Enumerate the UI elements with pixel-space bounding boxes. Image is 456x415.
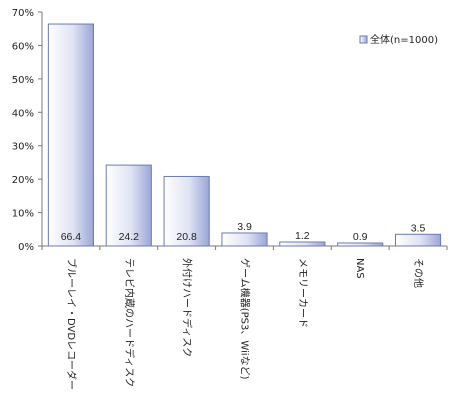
y-tick-label: 20% (12, 175, 34, 186)
data-label: 66.4 (61, 231, 82, 243)
category-label: 外付けハードディスク (181, 258, 194, 357)
bar (279, 241, 326, 247)
category-label: その他 (412, 258, 425, 288)
y-tick-label: 0% (18, 242, 34, 253)
category-label: メモリーカード (296, 258, 308, 328)
legend: 全体(n=1000) (359, 33, 438, 46)
data-labels: 66.4 24.2 20.8 3.9 1.2 0.9 3.5 (61, 221, 426, 243)
bar (163, 175, 210, 247)
data-label: 3.5 (411, 222, 426, 234)
data-label: 1.2 (295, 230, 310, 242)
data-label: 24.2 (119, 231, 140, 243)
bar (395, 233, 442, 247)
legend-swatch (359, 35, 368, 44)
data-label: 20.8 (176, 231, 197, 243)
category-labels: ブルーレイ・DVDレコーダー テレビ内蔵のハードディスク 外付けハードディスク ゲーム… (65, 258, 425, 390)
data-label: 0.9 (353, 231, 368, 243)
bar (337, 242, 384, 247)
y-tick-label: 60% (12, 41, 34, 52)
category-label: ブルーレイ・DVDレコーダー (65, 258, 78, 390)
legend-label: 全体(n=1000) (370, 33, 438, 46)
data-label: 3.9 (237, 221, 252, 233)
bar (105, 164, 152, 247)
y-tick-label: 10% (12, 209, 34, 220)
bars (47, 23, 442, 247)
category-label: テレビ内蔵のハードディスク (123, 258, 136, 387)
y-tick-label: 40% (12, 108, 34, 119)
category-label: ゲーム機器(PS3、Wiiなど) (239, 258, 252, 380)
category-label: NAS (354, 258, 365, 279)
bar (221, 232, 268, 247)
y-tick-label: 50% (12, 75, 34, 86)
y-tick-label: 70% (12, 8, 34, 19)
y-tick-label: 30% (12, 142, 34, 153)
bar (47, 23, 94, 247)
